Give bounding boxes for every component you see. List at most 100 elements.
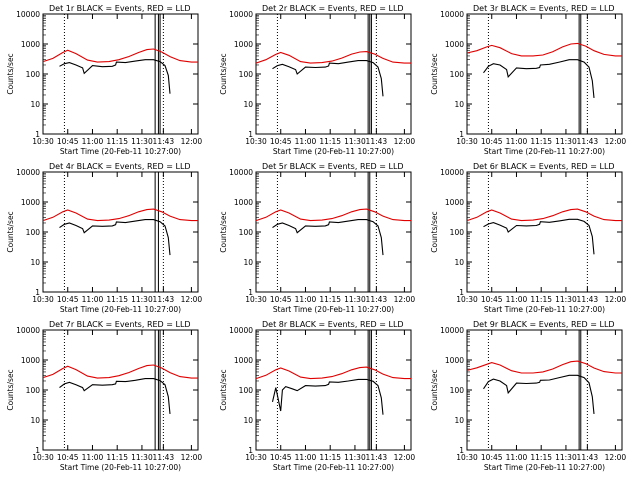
panel-1-events-series-line — [59, 59, 171, 94]
panel-8-x-tick-label: 12:00 — [394, 453, 416, 462]
panel-8-x-tick-label: 11:43 — [366, 453, 388, 462]
panel-7-plot-frame — [42, 329, 199, 451]
panel-5-x-tick-label: 10:45 — [270, 295, 292, 304]
panel-4-x-axis-label: Start Time (20-Feb-11 10:27:00) — [60, 305, 181, 314]
panel-3-y-tick-label: 1 — [459, 130, 464, 139]
panel-2-y-axis-label: Counts/sec — [219, 53, 228, 94]
panel-3-y-tick-label: 100 — [450, 70, 465, 79]
panel-6-y-tick-label: 100 — [450, 228, 465, 237]
panel-4-x-tick-label: 10:45 — [57, 295, 79, 304]
panel-6-plot-frame — [466, 171, 623, 293]
panel-9-x-tick-label: 10:30 — [456, 453, 478, 462]
panel-4-x-tick-label: 10:30 — [32, 295, 54, 304]
panel-3-x-tick-label: 11:30 — [555, 137, 577, 146]
panel-9-y-tick-label: 1 — [459, 446, 464, 455]
panel-2-y-tick-label: 10 — [243, 100, 253, 109]
panel-2-x-tick-label: 11:30 — [344, 137, 366, 146]
panel-5-y-tick-label: 1000 — [234, 198, 253, 207]
panel-2-y-tick-label: 1 — [248, 130, 253, 139]
panel-1-y-tick-label: 100 — [26, 70, 41, 79]
panel-8-y-tick-label: 1000 — [234, 356, 253, 365]
panel-3-y-tick-label: 10000 — [440, 10, 464, 19]
panel-2-y-tick-label: 10000 — [229, 10, 253, 19]
panel-8-x-axis-label: Start Time (20-Feb-11 10:27:00) — [273, 463, 394, 472]
panel-7-y-tick-label: 1 — [35, 446, 40, 455]
panel-8-title: Det 8r BLACK = Events, RED = LLD — [262, 320, 404, 329]
panel-6-x-tick-label: 11:15 — [530, 295, 552, 304]
panel-6-x-tick-label: 10:45 — [481, 295, 503, 304]
panel-8-y-tick-label: 1 — [248, 446, 253, 455]
panel-2-x-tick-label: 11:15 — [319, 137, 341, 146]
panel-2-x-tick-label: 12:00 — [394, 137, 416, 146]
panel-2-lld-series-line — [255, 51, 411, 64]
panel-7-x-tick-label: 11:30 — [131, 453, 153, 462]
panel-1-plot-frame — [42, 13, 199, 135]
panel-1-title: Det 1r BLACK = Events, RED = LLD — [49, 4, 191, 13]
panel-5-x-tick-label: 10:30 — [245, 295, 267, 304]
panel-7-y-tick-label: 100 — [26, 386, 41, 395]
panel-4-y-axis-label: Counts/sec — [6, 211, 15, 252]
panel-8-x-tick-label: 10:30 — [245, 453, 267, 462]
panel-7-y-tick-label: 10000 — [16, 326, 40, 335]
panel-8-x-tick-label: 10:45 — [270, 453, 292, 462]
panel-8-y-axis-label: Counts/sec — [219, 369, 228, 410]
panel-9-x-tick-label: 12:00 — [605, 453, 627, 462]
panel-6-title: Det 6r BLACK = Events, RED = LLD — [473, 162, 615, 171]
panel-8-lld-series-line — [255, 366, 411, 380]
panel-7-x-tick-label: 10:30 — [32, 453, 54, 462]
panel-7-x-axis-label: Start Time (20-Feb-11 10:27:00) — [60, 463, 181, 472]
panel-3-y-tick-label: 10 — [454, 100, 464, 109]
panel-6-y-axis-label: Counts/sec — [430, 211, 439, 252]
panel-6-x-tick-label: 12:00 — [605, 295, 627, 304]
panel-3-x-tick-label: 10:45 — [481, 137, 503, 146]
panel-8-y-tick-label: 10 — [243, 416, 253, 425]
panel-9-y-tick-label: 10000 — [440, 326, 464, 335]
panel-7-x-tick-label: 11:15 — [106, 453, 128, 462]
panel-6-events-series-line — [483, 218, 595, 255]
panel-5-x-tick-label: 11:15 — [319, 295, 341, 304]
panel-2-x-axis-label: Start Time (20-Feb-11 10:27:00) — [273, 147, 394, 156]
panel-6-y-tick-label: 1000 — [445, 198, 464, 207]
panel-9-y-tick-label: 10 — [454, 416, 464, 425]
panel-4-lld-series-line — [42, 208, 198, 222]
panel-1-y-tick-label: 10000 — [16, 10, 40, 19]
panel-5-y-tick-label: 10000 — [229, 168, 253, 177]
panel-4-x-tick-label: 11:30 — [131, 295, 153, 304]
panel-9-x-tick-label: 11:15 — [530, 453, 552, 462]
panel-2-y-tick-label: 1000 — [234, 40, 253, 49]
panel-2-x-tick-label: 10:45 — [270, 137, 292, 146]
panel-7-y-axis-label: Counts/sec — [6, 369, 15, 410]
panel-7-x-tick-label: 11:00 — [82, 453, 104, 462]
panel-5-x-tick-label: 11:00 — [295, 295, 317, 304]
panel-9-title: Det 9r BLACK = Events, RED = LLD — [473, 320, 615, 329]
panel-4-x-tick-label: 11:15 — [106, 295, 128, 304]
panel-1-x-tick-label: 11:30 — [131, 137, 153, 146]
panel-7-y-tick-label: 10 — [30, 416, 40, 425]
panel-1-x-tick-label: 12:00 — [181, 137, 203, 146]
panel-9-events-series-line — [483, 374, 595, 414]
panel-9-x-tick-label: 11:43 — [577, 453, 599, 462]
panel-3-events-series-line — [483, 59, 595, 98]
panel-3-x-tick-label: 12:00 — [605, 137, 627, 146]
panel-1-x-axis-label: Start Time (20-Feb-11 10:27:00) — [60, 147, 181, 156]
panel-5-x-tick-label: 11:30 — [344, 295, 366, 304]
panel-9-x-tick-label: 11:30 — [555, 453, 577, 462]
panel-5-y-axis-label: Counts/sec — [219, 211, 228, 252]
panel-2-x-tick-label: 10:30 — [245, 137, 267, 146]
panel-4-title: Det 4r BLACK = Events, RED = LLD — [49, 162, 191, 171]
panel-6-y-tick-label: 1 — [459, 288, 464, 297]
panel-8-x-tick-label: 11:30 — [344, 453, 366, 462]
panel-1-x-tick-label: 11:00 — [82, 137, 104, 146]
panel-1-lld-series-line — [42, 48, 198, 63]
panel-8-y-tick-label: 100 — [239, 386, 254, 395]
panel-6-y-tick-label: 10 — [454, 258, 464, 267]
panel-4-y-tick-label: 10 — [30, 258, 40, 267]
panel-1-x-tick-label: 11:43 — [153, 137, 175, 146]
panel-8-x-tick-label: 11:00 — [295, 453, 317, 462]
panel-6-lld-series-line — [466, 208, 622, 222]
panel-5-title: Det 5r BLACK = Events, RED = LLD — [262, 162, 404, 171]
panel-9-y-tick-label: 100 — [450, 386, 465, 395]
panel-4-x-tick-label: 11:43 — [153, 295, 175, 304]
panel-2-x-tick-label: 11:00 — [295, 137, 317, 146]
